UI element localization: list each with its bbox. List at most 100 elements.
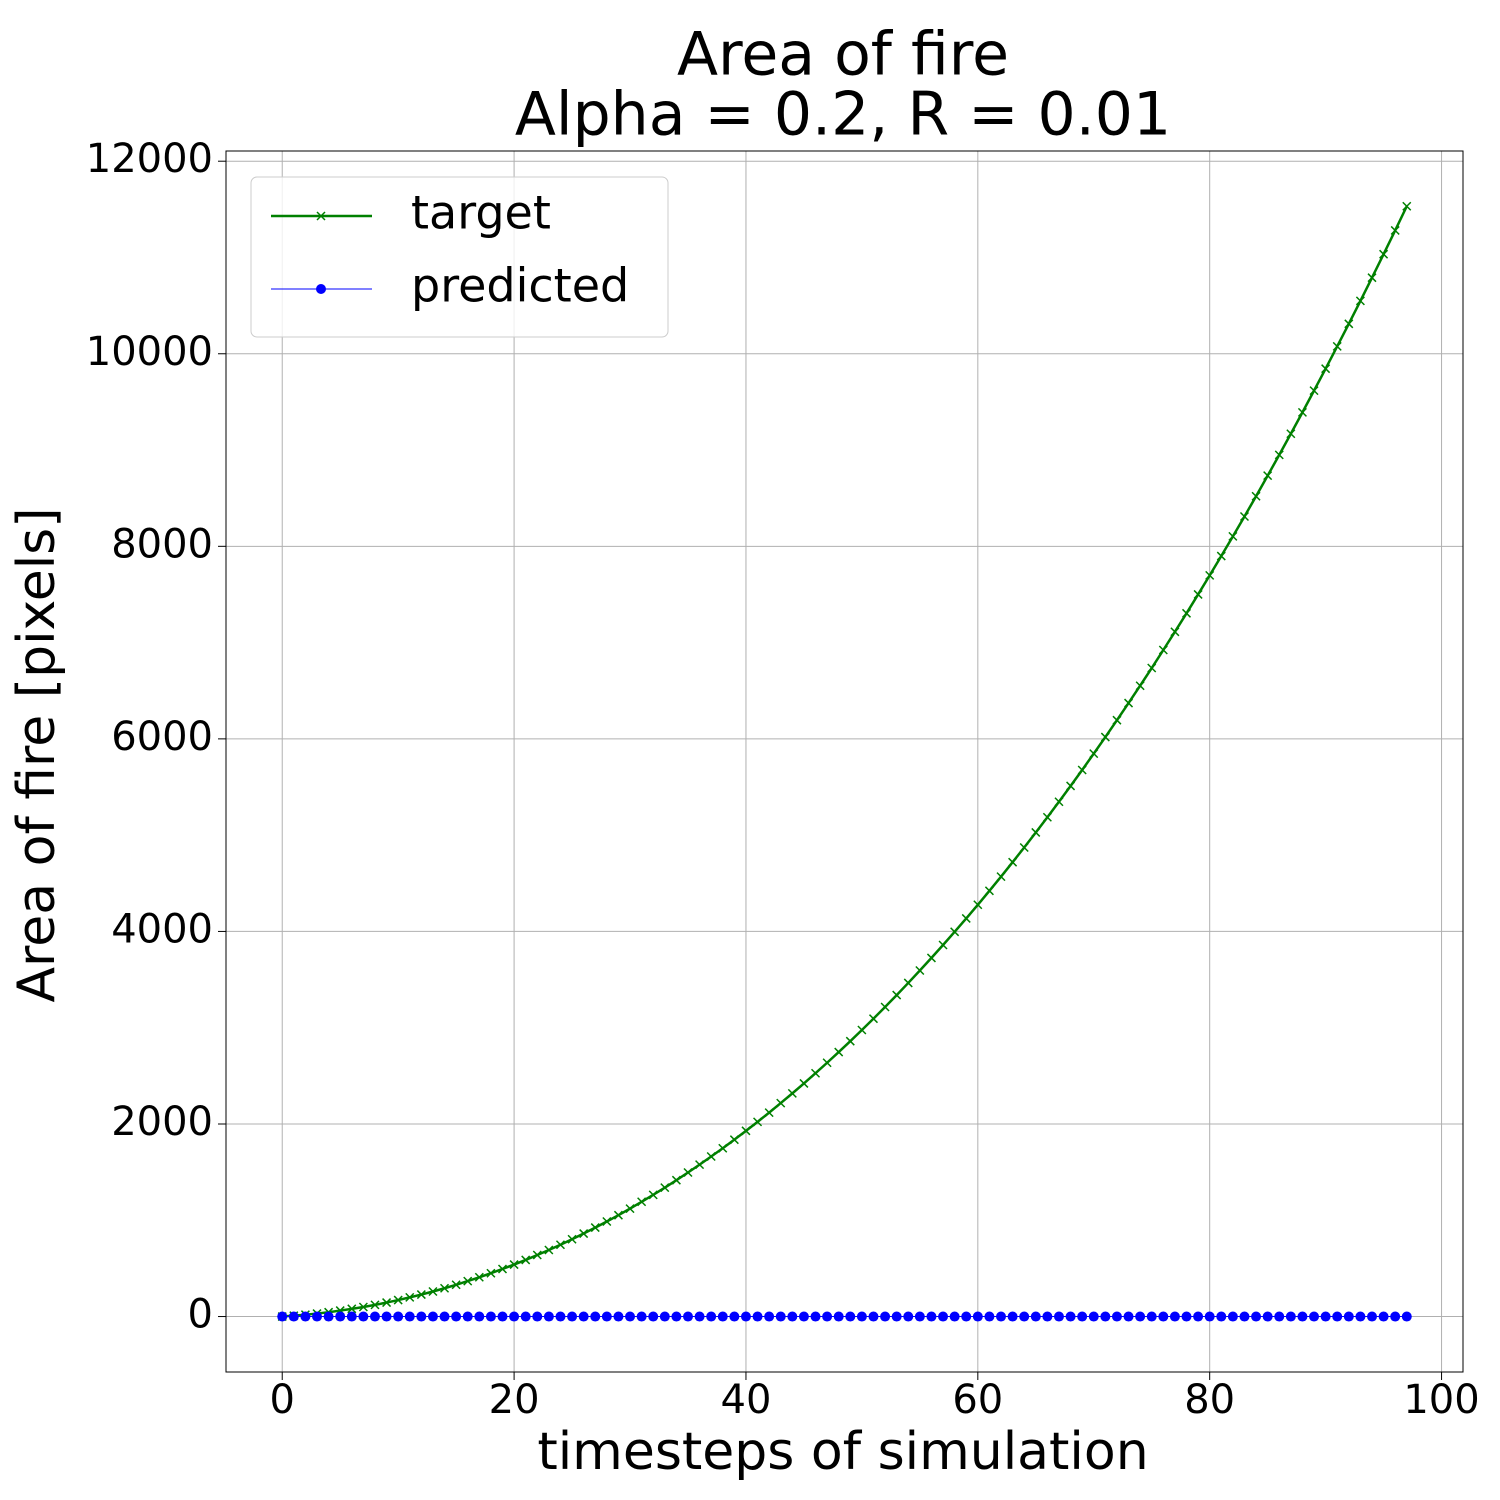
data-point <box>1262 1311 1273 1322</box>
data-point <box>822 1058 832 1068</box>
data-point <box>1216 1311 1227 1322</box>
data-point <box>833 1311 844 1322</box>
data-point <box>671 1311 682 1322</box>
data-point <box>1285 1311 1296 1322</box>
data-point <box>1158 1311 1169 1322</box>
data-point <box>463 1276 473 1286</box>
data-point <box>938 1311 949 1322</box>
data-point <box>1320 1311 1331 1322</box>
data-point <box>578 1311 589 1322</box>
data-point <box>868 1311 879 1322</box>
data-point <box>740 1311 751 1322</box>
data-point <box>694 1311 705 1322</box>
data-point <box>972 1311 983 1322</box>
data-point <box>1169 1311 1180 1322</box>
data-point <box>880 1002 890 1012</box>
data-point <box>300 1311 311 1322</box>
data-point <box>405 1292 415 1302</box>
legend-label: predicted <box>411 259 629 313</box>
data-point <box>1263 471 1273 481</box>
data-point <box>451 1311 462 1322</box>
data-point <box>706 1151 716 1162</box>
data-point <box>1251 1311 1262 1322</box>
data-point <box>625 1311 636 1322</box>
data-point <box>1216 551 1226 561</box>
data-point <box>834 1047 844 1057</box>
data-point <box>1135 681 1145 691</box>
data-point <box>288 1311 299 1322</box>
data-point <box>555 1311 566 1322</box>
data-point <box>984 886 994 896</box>
data-point <box>382 1298 392 1308</box>
data-point <box>648 1190 658 1200</box>
data-point <box>729 1311 740 1322</box>
data-point <box>903 1311 914 1322</box>
data-point <box>439 1311 450 1322</box>
data-point <box>1146 1311 1157 1322</box>
data-point <box>1367 273 1377 283</box>
data-point <box>776 1098 786 1108</box>
x-tick-label: 100 <box>1403 1377 1479 1423</box>
series-line <box>282 205 1408 1318</box>
x-tick-label: 60 <box>952 1377 1003 1423</box>
data-point <box>683 1167 693 1178</box>
data-point <box>1111 1311 1122 1322</box>
data-point <box>1297 407 1307 417</box>
data-point <box>474 1272 484 1282</box>
data-point <box>1297 1311 1308 1322</box>
data-point <box>416 1311 427 1322</box>
data-point <box>474 1311 485 1322</box>
data-point <box>810 1311 821 1322</box>
data-point <box>1228 531 1238 541</box>
data-point <box>996 1311 1007 1322</box>
data-point <box>532 1311 543 1322</box>
data-point <box>961 913 971 923</box>
data-point <box>1123 1311 1134 1322</box>
data-point <box>1031 827 1041 837</box>
data-point <box>1135 1311 1146 1322</box>
data-point <box>1321 364 1331 374</box>
chart-subtitle: Alpha = 0.2, R = 0.01 <box>515 80 1171 150</box>
data-point <box>1227 1311 1238 1322</box>
data-point <box>1205 570 1215 580</box>
data-point <box>1147 663 1157 673</box>
y-tick-label: 8000 <box>111 521 213 567</box>
data-point <box>822 1311 833 1322</box>
data-point <box>1077 1311 1088 1322</box>
data-point <box>567 1311 578 1322</box>
data-point <box>393 1295 403 1305</box>
data-point <box>717 1311 728 1322</box>
data-point <box>1088 1311 1099 1322</box>
data-point <box>602 1216 612 1227</box>
data-point <box>613 1210 623 1220</box>
data-point <box>1343 1311 1354 1322</box>
legend-marker <box>316 211 326 221</box>
data-point <box>659 1311 670 1322</box>
data-point <box>706 1311 717 1322</box>
data-point <box>277 1311 288 1322</box>
data-point <box>741 1126 751 1136</box>
data-point <box>764 1311 775 1322</box>
data-point <box>996 872 1006 882</box>
data-point <box>926 953 936 963</box>
data-point <box>1123 698 1134 708</box>
x-tick-label: 20 <box>489 1377 540 1423</box>
data-point <box>370 1300 380 1310</box>
data-point <box>1089 749 1099 759</box>
y-tick-label: 6000 <box>111 714 213 760</box>
data-point <box>775 1311 786 1322</box>
data-point <box>1286 429 1296 439</box>
data-point <box>729 1135 739 1145</box>
data-point <box>358 1302 368 1312</box>
data-point <box>347 1304 357 1314</box>
data-point <box>369 1311 380 1322</box>
data-point <box>1239 1311 1250 1322</box>
data-point <box>1077 765 1087 775</box>
data-point <box>520 1311 531 1322</box>
data-point <box>358 1311 369 1322</box>
data-point <box>845 1311 856 1322</box>
data-point <box>590 1311 601 1322</box>
data-point <box>903 978 913 988</box>
